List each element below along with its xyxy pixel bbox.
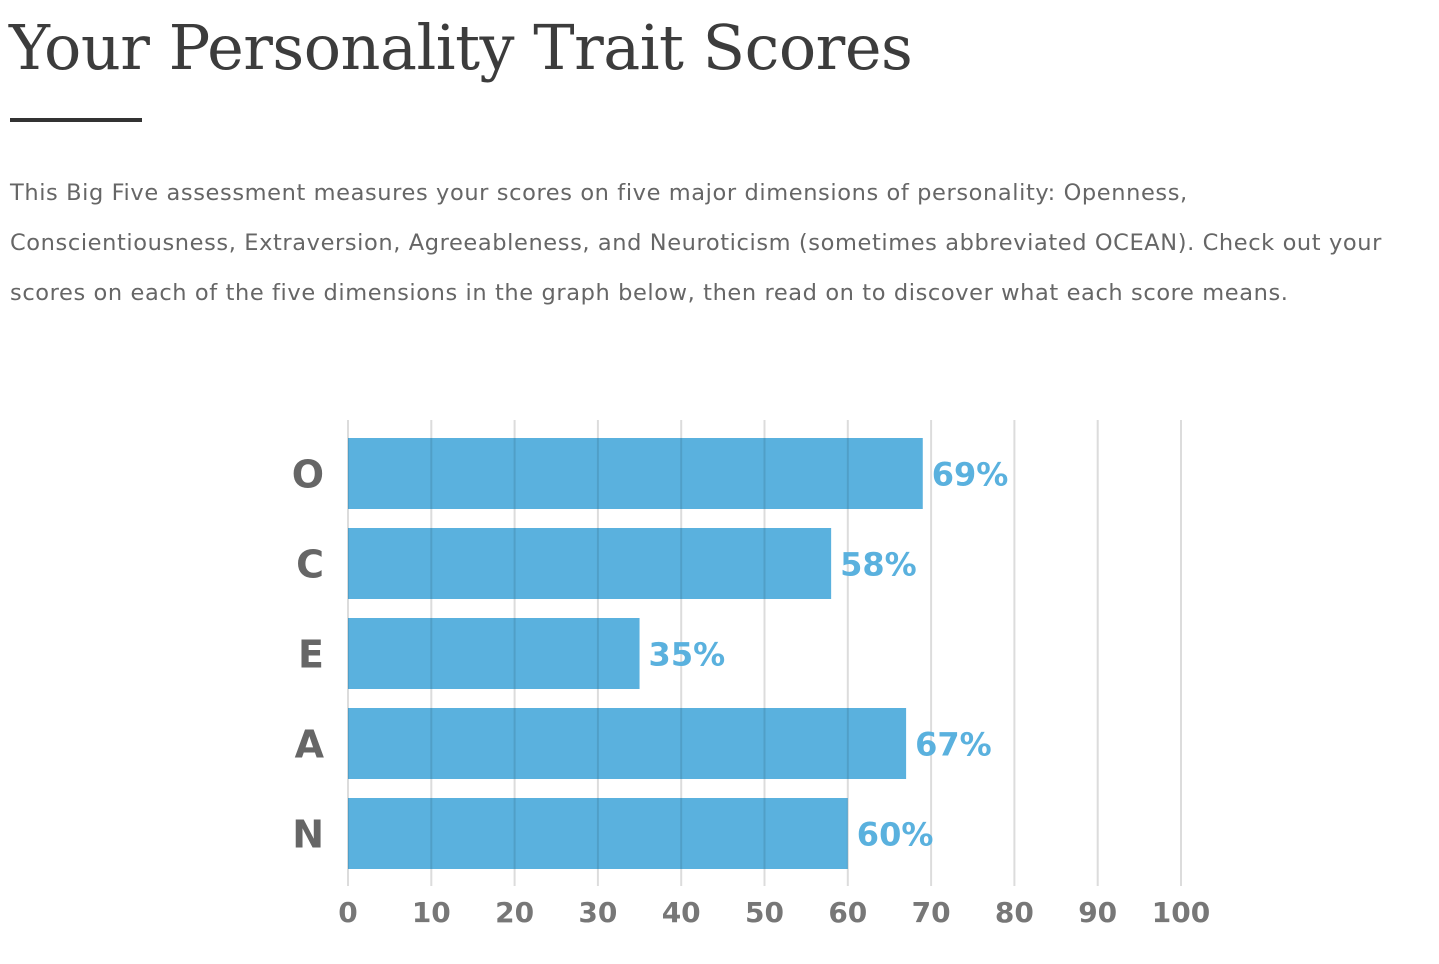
value-label: 69%: [932, 456, 1009, 494]
bar-o: [348, 438, 923, 509]
value-label: 67%: [915, 726, 992, 764]
x-tick-label: 100: [1152, 896, 1210, 929]
labels: 0 10 20 30 40 50 60 70 80 90 100 O 69% C 58% E 35% A 67% N 6…: [292, 453, 1211, 930]
x-tick-label: 30: [578, 896, 617, 929]
category-label: O: [292, 453, 324, 497]
x-tick-label: 90: [1078, 896, 1117, 929]
category-label: C: [296, 543, 324, 587]
category-label: E: [298, 633, 324, 677]
bars: [348, 438, 923, 869]
page-title: Your Personality Trait Scores: [9, 11, 913, 84]
x-tick-label: 80: [995, 896, 1034, 929]
intro-paragraph: This Big Five assessment measures your s…: [10, 180, 1382, 306]
value-label: 58%: [840, 546, 917, 584]
x-tick-label: 70: [912, 896, 951, 929]
bar-e: [348, 618, 640, 689]
x-tick-label: 50: [745, 896, 784, 929]
category-label: A: [295, 723, 325, 767]
value-label: 60%: [857, 816, 934, 854]
x-tick-label: 40: [662, 896, 701, 929]
value-label: 35%: [649, 636, 726, 674]
bar-a: [348, 708, 907, 779]
bar-n: [348, 798, 848, 869]
category-label: N: [292, 813, 324, 857]
x-tick-label: 20: [495, 896, 534, 929]
x-tick-label: 60: [828, 896, 867, 929]
bar-c: [348, 528, 832, 599]
x-tick-label: 0: [338, 896, 357, 929]
title-underline: [10, 118, 142, 122]
x-tick-label: 10: [412, 896, 451, 929]
